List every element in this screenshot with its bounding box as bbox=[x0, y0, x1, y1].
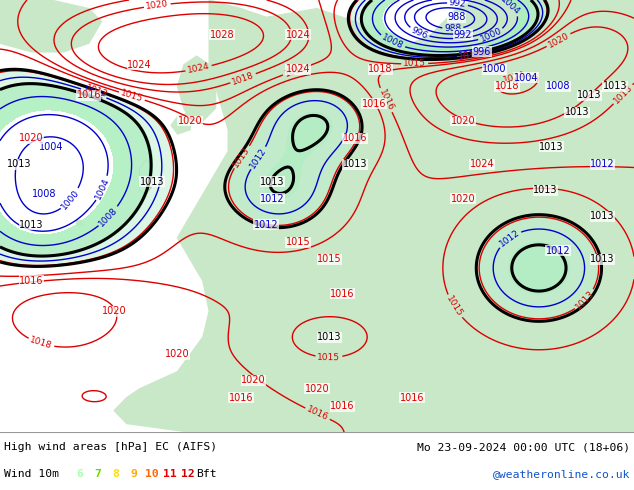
Text: 1020: 1020 bbox=[145, 0, 169, 11]
Text: 1016: 1016 bbox=[362, 98, 386, 109]
Text: 1020: 1020 bbox=[305, 384, 329, 394]
Text: 1016: 1016 bbox=[283, 62, 308, 78]
Text: 1024: 1024 bbox=[470, 159, 494, 169]
Text: 12: 12 bbox=[181, 469, 195, 479]
Text: 1004: 1004 bbox=[39, 142, 63, 152]
Text: 988: 988 bbox=[444, 24, 462, 33]
Text: 1013: 1013 bbox=[231, 145, 252, 169]
Polygon shape bbox=[228, 43, 241, 52]
Text: 1018: 1018 bbox=[612, 83, 634, 105]
Text: 1000: 1000 bbox=[482, 64, 507, 74]
Text: 1020: 1020 bbox=[102, 306, 126, 316]
Text: 1015: 1015 bbox=[318, 254, 342, 264]
Text: 1013: 1013 bbox=[603, 81, 627, 92]
Text: 1015: 1015 bbox=[403, 59, 426, 69]
Text: 1000: 1000 bbox=[60, 188, 82, 211]
Text: 1015: 1015 bbox=[120, 88, 144, 104]
Text: 1013: 1013 bbox=[140, 176, 164, 187]
Text: Mo 23-09-2024 00:00 UTC (18+06): Mo 23-09-2024 00:00 UTC (18+06) bbox=[417, 442, 630, 452]
Polygon shape bbox=[114, 0, 634, 432]
Text: 1012: 1012 bbox=[249, 146, 269, 170]
Text: 1013: 1013 bbox=[578, 90, 602, 100]
Text: 1016: 1016 bbox=[229, 392, 253, 403]
Text: 1004: 1004 bbox=[499, 0, 522, 17]
Text: 1012: 1012 bbox=[458, 49, 482, 61]
Text: 1008: 1008 bbox=[32, 190, 56, 199]
Text: 1024: 1024 bbox=[286, 64, 310, 74]
Text: Bft: Bft bbox=[196, 469, 216, 479]
Text: 11: 11 bbox=[163, 469, 177, 479]
Text: 1008: 1008 bbox=[546, 81, 570, 92]
Text: 1016: 1016 bbox=[330, 401, 354, 411]
Text: 9: 9 bbox=[131, 469, 138, 479]
Text: 1016: 1016 bbox=[400, 392, 424, 403]
Text: 1020: 1020 bbox=[242, 375, 266, 385]
Polygon shape bbox=[178, 56, 216, 121]
Text: 1013: 1013 bbox=[590, 211, 614, 221]
Text: 1000: 1000 bbox=[479, 26, 503, 44]
Text: 1028: 1028 bbox=[210, 29, 234, 40]
Text: 1008: 1008 bbox=[380, 33, 404, 51]
Text: 1004: 1004 bbox=[514, 73, 538, 83]
Text: High wind areas [hPa] EC (AIFS): High wind areas [hPa] EC (AIFS) bbox=[4, 442, 217, 452]
Text: 1015: 1015 bbox=[318, 353, 340, 362]
Text: 1016: 1016 bbox=[77, 90, 101, 100]
Text: 1013: 1013 bbox=[7, 159, 31, 169]
Text: 1012: 1012 bbox=[81, 85, 106, 101]
Polygon shape bbox=[0, 0, 101, 52]
Text: 1013: 1013 bbox=[590, 254, 614, 264]
Polygon shape bbox=[76, 220, 82, 225]
Text: 1024: 1024 bbox=[502, 71, 526, 85]
Text: 996: 996 bbox=[410, 25, 429, 40]
Text: 1012: 1012 bbox=[546, 245, 570, 256]
Text: 1016: 1016 bbox=[343, 133, 367, 143]
Text: 1013: 1013 bbox=[318, 332, 342, 342]
Text: 1020: 1020 bbox=[178, 116, 202, 126]
Text: 1024: 1024 bbox=[127, 60, 152, 70]
Text: 1020: 1020 bbox=[547, 31, 571, 49]
Text: 1013: 1013 bbox=[574, 289, 597, 312]
Text: 1016: 1016 bbox=[377, 88, 395, 112]
Text: 1008: 1008 bbox=[98, 205, 120, 228]
Text: 1016: 1016 bbox=[20, 276, 44, 286]
Text: 1012: 1012 bbox=[254, 220, 278, 230]
Text: 1013: 1013 bbox=[458, 50, 482, 62]
Polygon shape bbox=[171, 112, 190, 134]
Text: 1020: 1020 bbox=[451, 194, 475, 204]
Text: 1013: 1013 bbox=[565, 107, 589, 118]
Text: 10: 10 bbox=[145, 469, 159, 479]
Text: 1018: 1018 bbox=[231, 70, 256, 87]
Text: 1018: 1018 bbox=[29, 336, 53, 351]
Text: 1020: 1020 bbox=[20, 133, 44, 143]
Text: 1016: 1016 bbox=[305, 405, 330, 423]
Text: 988: 988 bbox=[448, 12, 465, 22]
Text: 1024: 1024 bbox=[286, 29, 310, 40]
Text: 1012: 1012 bbox=[498, 228, 521, 249]
Text: 7: 7 bbox=[94, 469, 101, 479]
Text: 1018: 1018 bbox=[495, 81, 519, 92]
Text: 1012: 1012 bbox=[261, 194, 285, 204]
Text: Wind 10m: Wind 10m bbox=[4, 469, 59, 479]
Text: 1020: 1020 bbox=[451, 116, 475, 126]
Text: 992: 992 bbox=[449, 0, 467, 9]
Text: 1012: 1012 bbox=[590, 159, 614, 169]
Text: 1020: 1020 bbox=[165, 349, 190, 359]
Text: 6: 6 bbox=[77, 469, 84, 479]
Text: @weatheronline.co.uk: @weatheronline.co.uk bbox=[493, 469, 630, 479]
Text: 1013: 1013 bbox=[540, 142, 564, 152]
Text: 1013: 1013 bbox=[533, 185, 557, 195]
Text: 1015: 1015 bbox=[444, 294, 464, 319]
Text: 1024: 1024 bbox=[186, 62, 210, 75]
Text: 1016: 1016 bbox=[330, 289, 354, 299]
Text: 1013: 1013 bbox=[343, 159, 367, 169]
Text: 8: 8 bbox=[113, 469, 119, 479]
Text: 992: 992 bbox=[453, 29, 472, 40]
Text: 1013: 1013 bbox=[84, 83, 109, 99]
Text: 1013: 1013 bbox=[20, 220, 44, 230]
Text: 1013: 1013 bbox=[261, 176, 285, 187]
Text: 1004: 1004 bbox=[94, 176, 112, 201]
Text: 1018: 1018 bbox=[368, 64, 392, 74]
Text: 1015: 1015 bbox=[286, 237, 310, 247]
Text: 996: 996 bbox=[473, 47, 491, 57]
